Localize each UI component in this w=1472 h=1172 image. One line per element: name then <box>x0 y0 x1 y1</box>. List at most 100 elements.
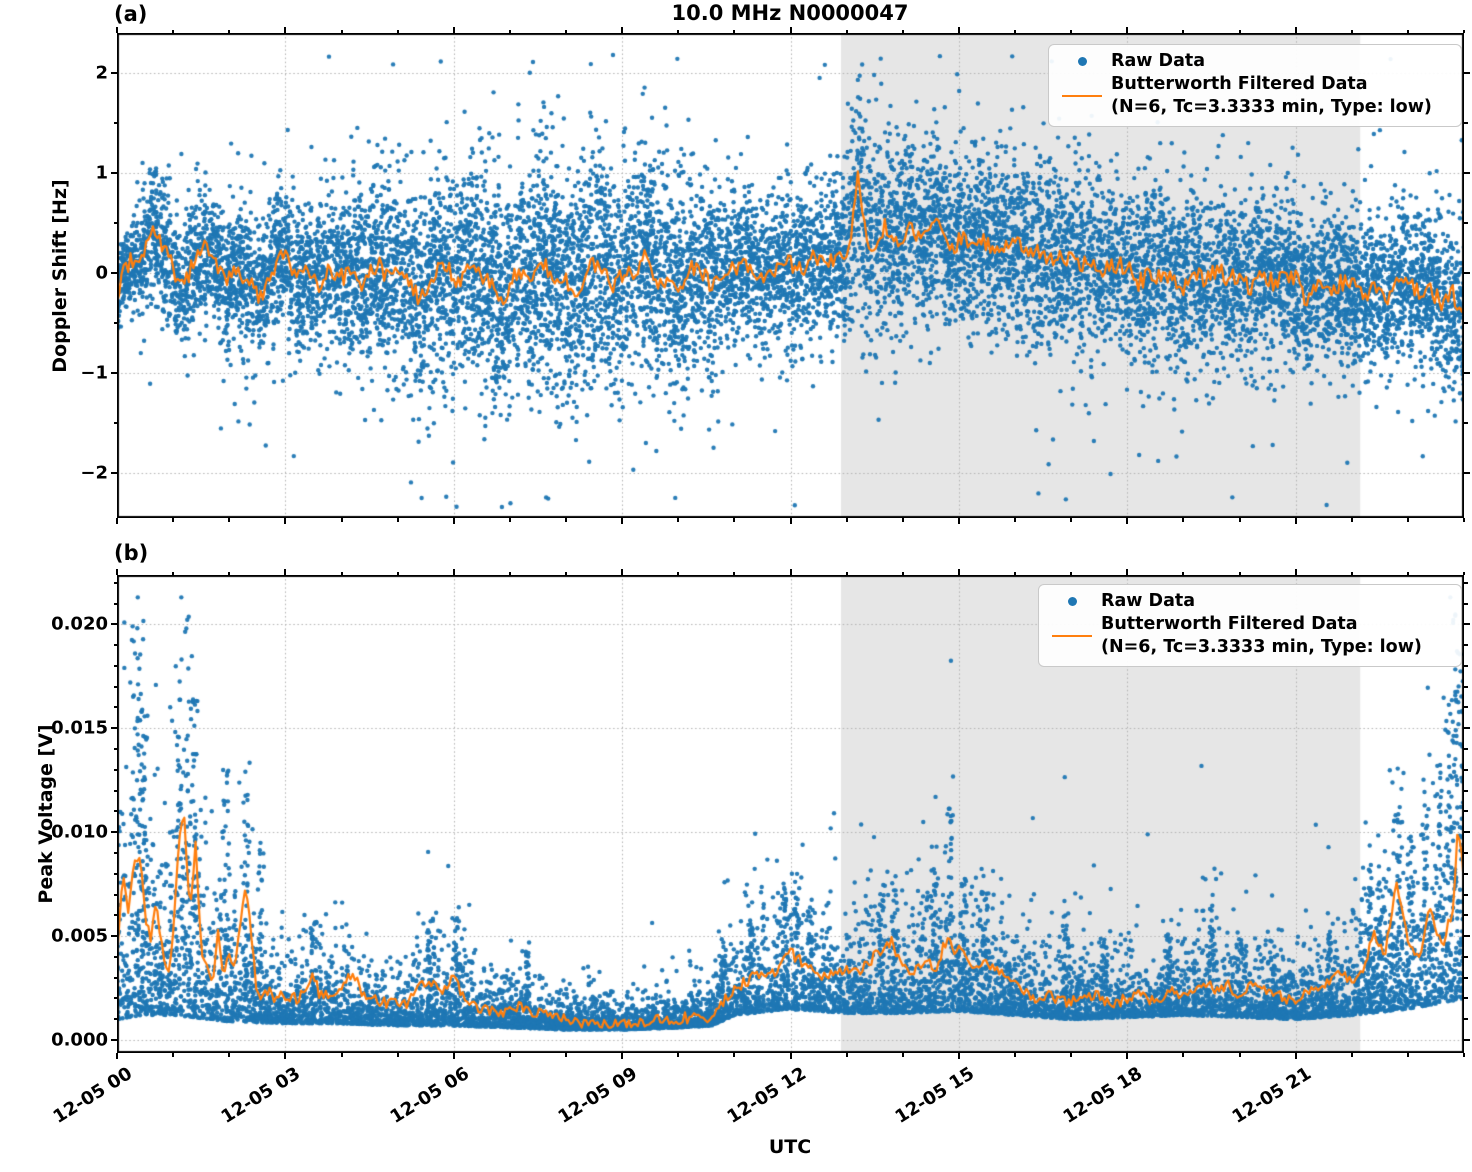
x-minor-tick <box>1406 571 1409 575</box>
x-major-tick <box>621 1053 624 1059</box>
y-tick-label: 0.010 <box>51 821 108 843</box>
x-major-tick <box>789 1053 792 1059</box>
x-minor-tick <box>1350 29 1353 33</box>
y-minor-tick <box>113 997 117 1000</box>
x-minor-tick <box>901 571 904 575</box>
x-minor-tick <box>172 1053 175 1057</box>
x-minor-tick <box>396 1053 399 1057</box>
x-minor-tick <box>1463 1053 1465 1057</box>
y-tick-label: 0.000 <box>51 1029 108 1051</box>
y-minor-tick <box>1464 685 1468 688</box>
y-minor-tick <box>1464 422 1468 424</box>
y-minor-tick <box>1464 664 1468 667</box>
y-minor-tick <box>1464 222 1468 224</box>
x-minor-tick <box>1238 571 1241 575</box>
y-minor-tick <box>113 602 117 605</box>
y-major-tick <box>1464 935 1470 938</box>
y-major-tick <box>111 935 117 938</box>
x-minor-tick <box>340 518 343 522</box>
x-minor-tick <box>845 29 848 33</box>
x-minor-tick <box>172 29 175 33</box>
x-minor-tick <box>733 518 736 522</box>
x-minor-tick <box>1463 29 1465 33</box>
y-major-tick <box>111 272 117 274</box>
x-axis-label: UTC <box>768 1136 812 1158</box>
y-minor-tick <box>1464 914 1468 917</box>
x-major-tick <box>116 1053 118 1059</box>
x-major-tick <box>452 1053 455 1059</box>
y-minor-tick <box>1464 706 1468 709</box>
x-minor-tick <box>340 29 343 33</box>
y-minor-tick <box>1464 1018 1468 1021</box>
x-minor-tick <box>677 29 680 33</box>
x-minor-tick <box>1350 571 1353 575</box>
legend-filtered-label: Butterworth Filtered Data <box>1101 614 1358 634</box>
legend-filtered-sublabel: (N=6, Tc=3.3333 min, Type: low) <box>1111 97 1432 117</box>
y-minor-tick <box>113 768 117 771</box>
x-major-tick <box>116 518 118 524</box>
x-tick-label: 12-05 12 <box>723 1063 810 1128</box>
y-minor-tick <box>113 976 117 979</box>
raw-data-marker-icon <box>1077 57 1087 66</box>
y-minor-tick <box>113 893 117 896</box>
y-minor-tick <box>113 955 117 958</box>
x-minor-tick <box>1070 1053 1073 1057</box>
y-minor-tick <box>113 222 117 224</box>
y-minor-tick <box>1464 768 1468 771</box>
x-major-tick <box>1294 569 1297 575</box>
panel-b-legend: Raw Data Butterworth Filtered Data (N=6,… <box>1038 584 1462 667</box>
y-minor-tick <box>113 748 117 751</box>
x-minor-tick <box>845 518 848 522</box>
x-minor-tick <box>1182 571 1185 575</box>
x-minor-tick <box>845 1053 848 1057</box>
y-minor-tick <box>1464 322 1468 324</box>
x-minor-tick <box>1463 518 1465 522</box>
y-minor-tick <box>1464 810 1468 813</box>
y-minor-tick <box>113 422 117 424</box>
x-minor-tick <box>1406 518 1409 522</box>
legend-filtered-label: Butterworth Filtered Data <box>1111 74 1368 94</box>
y-minor-tick <box>113 664 117 667</box>
x-major-tick <box>621 569 624 575</box>
x-minor-tick <box>1182 518 1185 522</box>
x-minor-tick <box>1014 29 1016 33</box>
x-minor-tick <box>396 29 399 33</box>
y-major-tick <box>1464 372 1470 374</box>
x-major-tick <box>452 518 455 524</box>
panel-b-label: (b) <box>114 541 149 565</box>
y-minor-tick <box>113 322 117 324</box>
x-tick-label: 12-05 03 <box>217 1063 305 1128</box>
x-major-tick <box>1126 27 1129 33</box>
legend-entry-raw: Raw Data <box>1043 590 1451 613</box>
y-tick-label: 0.005 <box>51 925 108 947</box>
x-minor-tick <box>1182 1053 1185 1057</box>
panel-a-legend: Raw Data Butterworth Filtered Data (N=6,… <box>1048 44 1462 127</box>
x-minor-tick <box>508 1053 511 1057</box>
y-major-tick <box>1464 172 1470 174</box>
y-tick-label: −1 <box>80 362 108 384</box>
y-major-tick <box>1464 623 1470 626</box>
x-minor-tick <box>845 571 848 575</box>
y-minor-tick <box>1464 851 1468 854</box>
x-minor-tick <box>228 571 231 575</box>
y-minor-tick <box>1464 789 1468 792</box>
x-minor-tick <box>733 29 736 33</box>
x-major-tick <box>1126 518 1129 524</box>
y-minor-tick <box>1464 122 1468 124</box>
x-minor-tick <box>1070 518 1073 522</box>
legend-entry-filtered: Butterworth Filtered Data (N=6, Tc=3.333… <box>1053 73 1451 119</box>
y-minor-tick <box>113 685 117 688</box>
y-minor-tick <box>1464 997 1468 1000</box>
x-minor-tick <box>340 1053 343 1057</box>
x-minor-tick <box>1182 29 1185 33</box>
y-tick-label: 0.020 <box>51 613 108 635</box>
figure-title: 10.0 MHz N0000047 <box>671 1 909 25</box>
y-minor-tick <box>1464 955 1468 958</box>
x-major-tick <box>1126 569 1129 575</box>
legend-entry-filtered: Butterworth Filtered Data (N=6, Tc=3.333… <box>1043 613 1451 659</box>
y-minor-tick <box>1464 872 1468 875</box>
y-minor-tick <box>1464 602 1468 605</box>
x-minor-tick <box>677 571 680 575</box>
x-minor-tick <box>901 1053 904 1057</box>
y-tick-label: 1 <box>95 162 108 184</box>
